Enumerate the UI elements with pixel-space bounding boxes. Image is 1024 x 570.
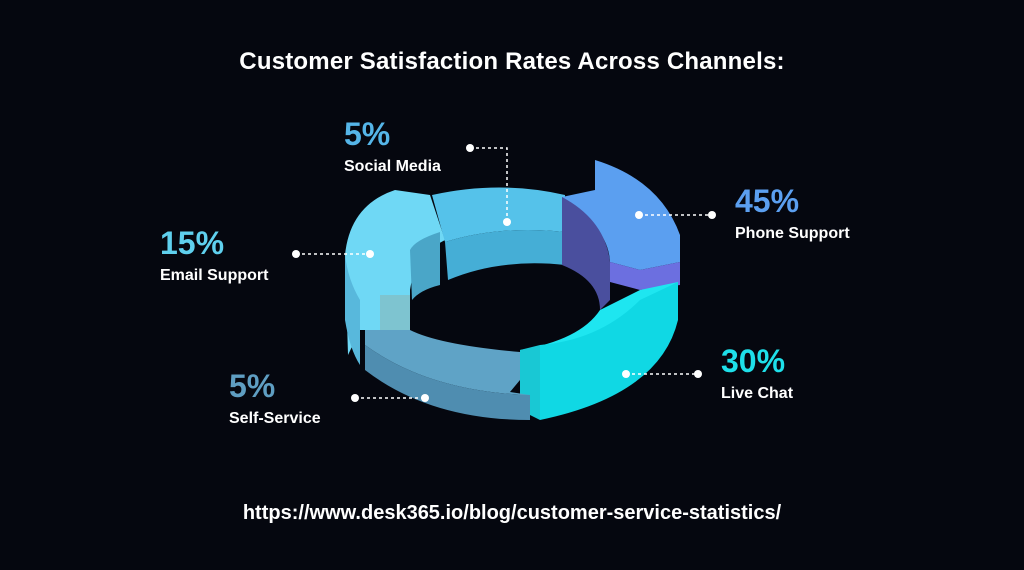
slice-phone-support [562, 160, 680, 310]
pct-email-support: 15% [160, 225, 225, 261]
chart-title: Customer Satisfaction Rates Across Chann… [239, 48, 785, 75]
pct-social-media: 5% [344, 116, 391, 152]
name-phone-support: Phone Support [735, 225, 850, 242]
name-email-support: Email Support [160, 267, 269, 284]
pct-live-chat: 30% [721, 343, 786, 379]
name-social-media: Social Media [344, 158, 441, 175]
label-live-chat: 30% Live Chat [721, 343, 793, 403]
connector-social-media [470, 147, 508, 222]
slice-social-media [432, 187, 565, 280]
label-self-service: 5% Self-Service [229, 368, 321, 428]
slice-email-support [345, 190, 445, 365]
label-social-media: 5% Social Media [344, 116, 441, 176]
name-live-chat: Live Chat [721, 385, 794, 402]
source-url: https://www.desk365.io/blog/customer-ser… [242, 502, 782, 524]
label-phone-support: 45% Phone Support [735, 183, 850, 243]
pct-phone-support: 45% [735, 183, 800, 219]
name-self-service: Self-Service [229, 410, 321, 427]
label-email-support: 15% Email Support [160, 225, 268, 285]
slice-live-chat [520, 282, 678, 420]
slice-self-service [365, 330, 530, 420]
pct-self-service: 5% [229, 368, 276, 404]
